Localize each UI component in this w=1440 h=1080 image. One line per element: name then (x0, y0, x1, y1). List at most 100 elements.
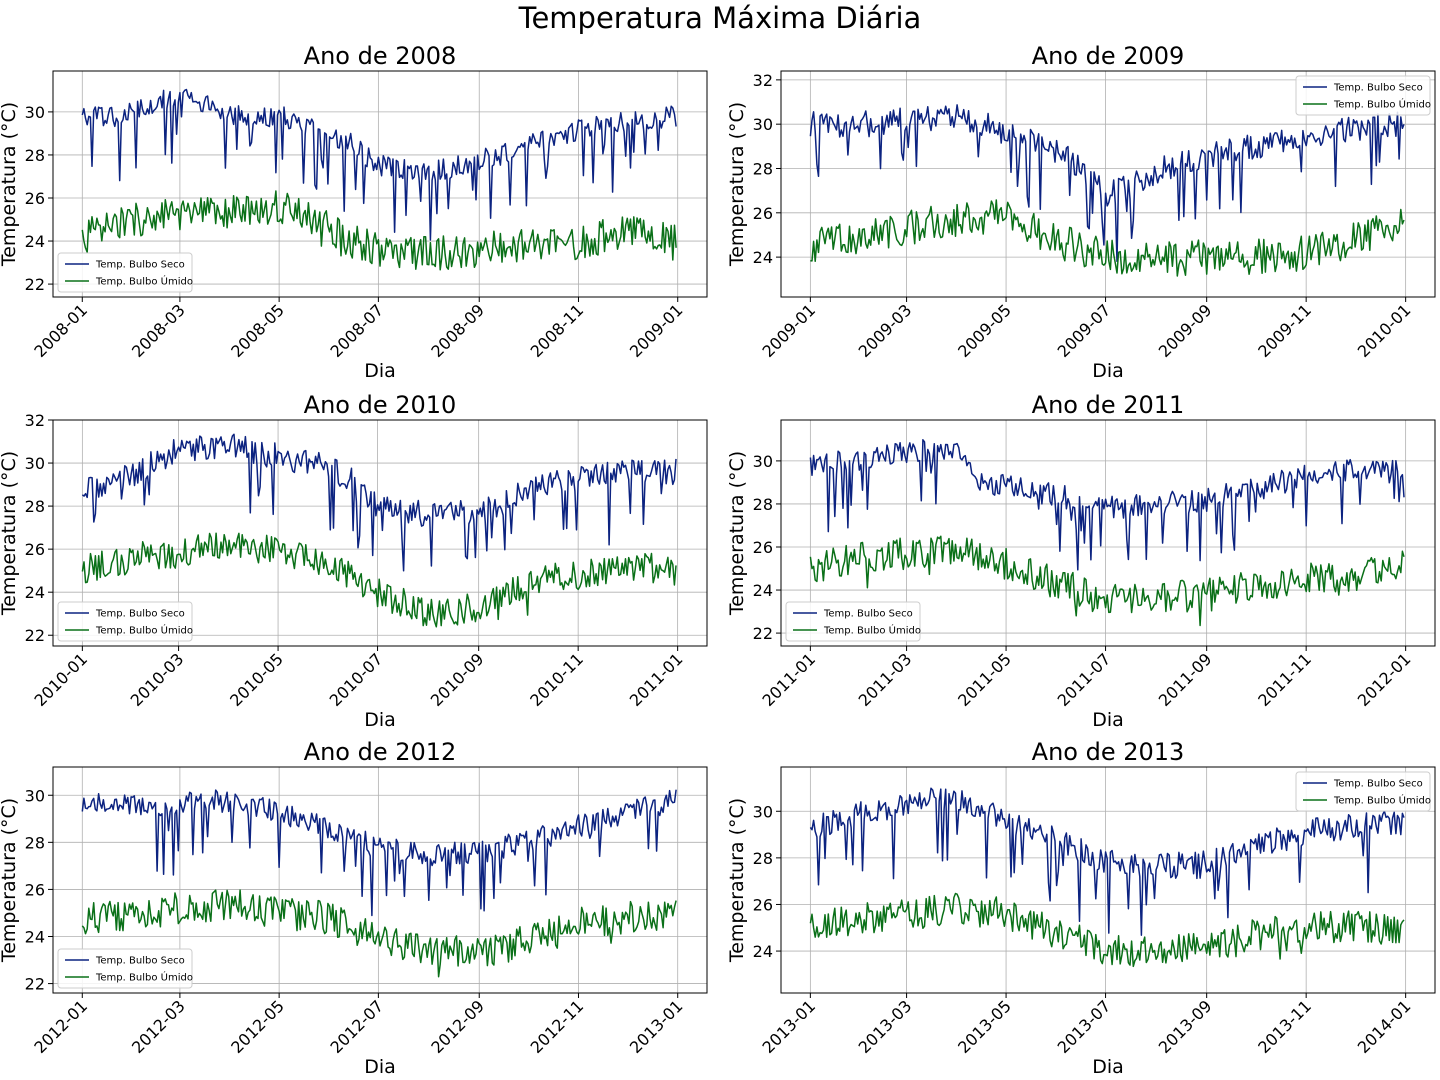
y-tick-label: 24 (25, 232, 45, 251)
x-tick-label: 2009-01 (758, 300, 819, 361)
chart-panel: 2008-01 2008-03 2008-05 2008-07 2008-09 2008-… (0, 42, 708, 382)
series-line (809, 787, 1405, 936)
series-line (81, 433, 677, 572)
plot-frame (52, 70, 708, 298)
series-line (81, 190, 677, 271)
x-tick-label: 2008-07 (326, 300, 387, 361)
y-tick-label: 30 (25, 103, 45, 122)
series-line (81, 532, 677, 628)
y-tick-label: 24 (25, 928, 45, 947)
legend-box (57, 948, 193, 989)
legend-label: Temp. Bulbo Seco (95, 956, 185, 967)
legend: Temp. Bulbo Seco Temp. Bulbo Úmido (57, 601, 193, 642)
x-tick-label: 2010-07 (326, 649, 387, 710)
x-tick-label: 2013-03 (855, 996, 916, 1057)
x-axis-label: Dia (1092, 1056, 1124, 1078)
legend-label: Temp. Bulbo Úmido (823, 624, 921, 637)
x-tick-label: 2010-03 (127, 649, 188, 710)
x-tick-label: 2014-01 (1354, 996, 1415, 1057)
x-tick-label: 2013-09 (1155, 996, 1216, 1057)
x-axis-label: Dia (364, 360, 396, 382)
chart-title: Ano de 2008 (304, 42, 457, 70)
series-line (809, 439, 1405, 571)
x-tick-label: 2009-11 (1254, 300, 1315, 361)
chart-title: Ano de 2013 (1032, 738, 1185, 766)
legend-box (1295, 771, 1431, 812)
y-tick-label: 22 (753, 624, 773, 643)
x-tick-label: 2009-01 (626, 300, 687, 361)
y-tick-label: 24 (25, 583, 45, 602)
y-axis-label: Temperatura (°C) (0, 798, 20, 963)
x-axis-label: Dia (364, 709, 396, 731)
y-axis-label: Temperatura (°C) (0, 451, 20, 616)
x-tick-label: 2008-05 (227, 300, 288, 361)
x-tick-label: 2012-11 (527, 996, 588, 1057)
x-tick-label: 2012-07 (326, 996, 387, 1057)
x-tick-label: 2008-01 (30, 300, 91, 361)
legend-label: Temp. Bulbo Úmido (1333, 98, 1431, 111)
figure-title: Temperatura Máxima Diária (518, 1, 922, 35)
legend: Temp. Bulbo Seco Temp. Bulbo Úmido (1295, 771, 1431, 812)
x-tick-label: 2013-01 (626, 996, 687, 1057)
y-tick-label: 24 (753, 942, 773, 961)
y-axis-label: Temperatura (°C) (726, 102, 748, 267)
y-tick-label: 32 (753, 71, 773, 90)
x-tick-label: 2008-03 (128, 300, 189, 361)
x-tick-label: 2010-11 (526, 649, 587, 710)
x-tick-label: 2009-05 (954, 300, 1015, 361)
y-tick-label: 26 (753, 204, 773, 223)
series-line (81, 789, 677, 917)
x-tick-label: 2011-11 (1254, 649, 1315, 710)
x-tick-label: 2012-05 (227, 996, 288, 1057)
y-tick-label: 28 (25, 497, 45, 516)
y-tick-label: 30 (753, 452, 773, 471)
y-tick-label: 26 (753, 538, 773, 557)
x-tick-label: 2013-01 (758, 996, 819, 1057)
plot-frame (52, 419, 708, 647)
x-tick-label: 2010-01 (1354, 300, 1415, 361)
y-tick-label: 28 (25, 146, 45, 165)
series-line (809, 104, 1405, 263)
series-line (81, 889, 677, 978)
chart-panel: 2011-01 2011-03 2011-05 2011-07 2011-09 2011-… (726, 391, 1436, 731)
x-tick-label: 2013-11 (1254, 996, 1315, 1057)
plot-frame (780, 70, 1436, 298)
x-tick-label: 2008-11 (527, 300, 588, 361)
x-tick-label: 2010-01 (30, 649, 91, 710)
y-tick-label: 22 (25, 275, 45, 294)
y-tick-label: 28 (25, 833, 45, 852)
y-tick-label: 28 (753, 495, 773, 514)
x-tick-label: 2011-05 (954, 649, 1015, 710)
plot-frame (52, 766, 708, 994)
y-tick-label: 28 (753, 159, 773, 178)
x-tick-label: 2010-09 (427, 649, 488, 710)
y-tick-label: 28 (753, 849, 773, 868)
y-axis-label: Temperatura (°C) (726, 451, 748, 616)
legend: Temp. Bulbo Seco Temp. Bulbo Úmido (1295, 75, 1431, 116)
y-tick-label: 30 (753, 115, 773, 134)
y-tick-label: 26 (25, 880, 45, 899)
series-line (809, 535, 1405, 627)
x-axis-label: Dia (1092, 709, 1124, 731)
x-tick-label: 2013-05 (954, 996, 1015, 1057)
x-tick-label: 2009-07 (1054, 300, 1115, 361)
y-tick-label: 30 (25, 786, 45, 805)
legend-label: Temp. Bulbo Seco (95, 609, 185, 620)
x-tick-label: 2012-03 (128, 996, 189, 1057)
chart-panel: 2013-01 2013-03 2013-05 2013-07 2013-09 2013-… (726, 738, 1436, 1078)
plot-frame (780, 766, 1436, 994)
legend: Temp. Bulbo Seco Temp. Bulbo Úmido (57, 948, 193, 989)
legend-label: Temp. Bulbo Úmido (1333, 794, 1431, 807)
y-tick-label: 26 (25, 189, 45, 208)
y-tick-label: 26 (25, 540, 45, 559)
x-tick-label: 2009-09 (1155, 300, 1216, 361)
x-tick-label: 2010-05 (226, 649, 287, 710)
plot-frame (780, 419, 1436, 647)
series-line (81, 88, 677, 241)
series-line (809, 892, 1405, 968)
legend-box (1295, 75, 1431, 116)
legend-label: Temp. Bulbo Seco (95, 260, 185, 271)
x-tick-label: 2011-01 (758, 649, 819, 710)
y-tick-label: 26 (753, 895, 773, 914)
